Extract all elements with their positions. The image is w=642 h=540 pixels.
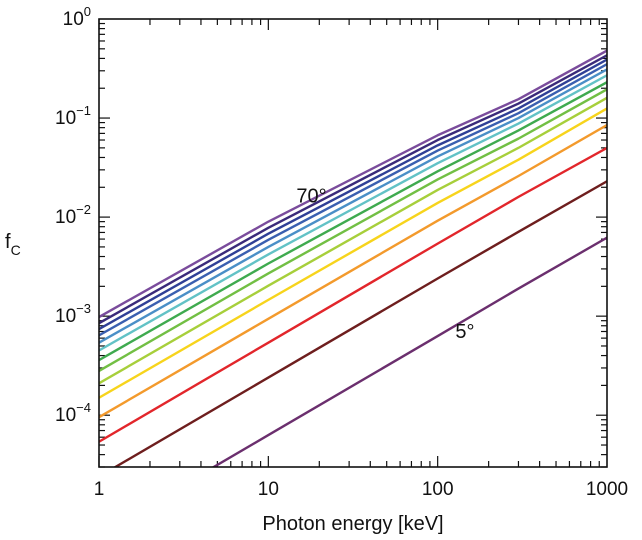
y-axis-title-main: f (5, 231, 11, 253)
y-axis-title-subscript: C (11, 242, 21, 258)
series-line-9 (99, 74, 607, 352)
series-line-2 (113, 180, 607, 467)
annotations: 70° 5° (296, 186, 474, 344)
series-line-4 (99, 123, 607, 419)
series-layer (99, 49, 607, 467)
series-line-3 (99, 146, 607, 443)
y-tick-label: 10−4 (55, 400, 91, 426)
annotation-1: 70° (296, 186, 326, 208)
series-line-13 (99, 54, 607, 325)
axis-ticks (98, 19, 607, 468)
series-line-12 (99, 58, 607, 331)
series-line-8 (99, 81, 607, 362)
series-line-10 (99, 68, 607, 344)
series-line-14 (99, 49, 607, 319)
series-line-7 (99, 88, 607, 372)
y-axis-title: fC (5, 231, 21, 258)
y-tick-label: 10−2 (55, 202, 91, 228)
series-line-6 (99, 96, 607, 385)
plot-frame (98, 18, 608, 468)
y-tick-label: 100 (63, 4, 91, 30)
annotation-2: 5° (455, 321, 474, 343)
series-line-11 (99, 63, 607, 337)
x-tick-label: 1 (94, 479, 105, 500)
y-tick-label: 10−3 (55, 301, 91, 327)
x-axis-title: Photon energy [keV] (262, 513, 443, 535)
x-tick-label: 100 (422, 479, 454, 500)
x-tick-label: 10 (258, 479, 279, 500)
series-line-5 (99, 107, 607, 399)
y-tick-label: 10−1 (55, 103, 91, 129)
x-tick-label: 1000 (586, 479, 628, 500)
tick-labels: 1 10 100 1000 10−4 10−3 10−2 10−1 100 (55, 4, 628, 500)
series-line-1 (211, 236, 607, 467)
